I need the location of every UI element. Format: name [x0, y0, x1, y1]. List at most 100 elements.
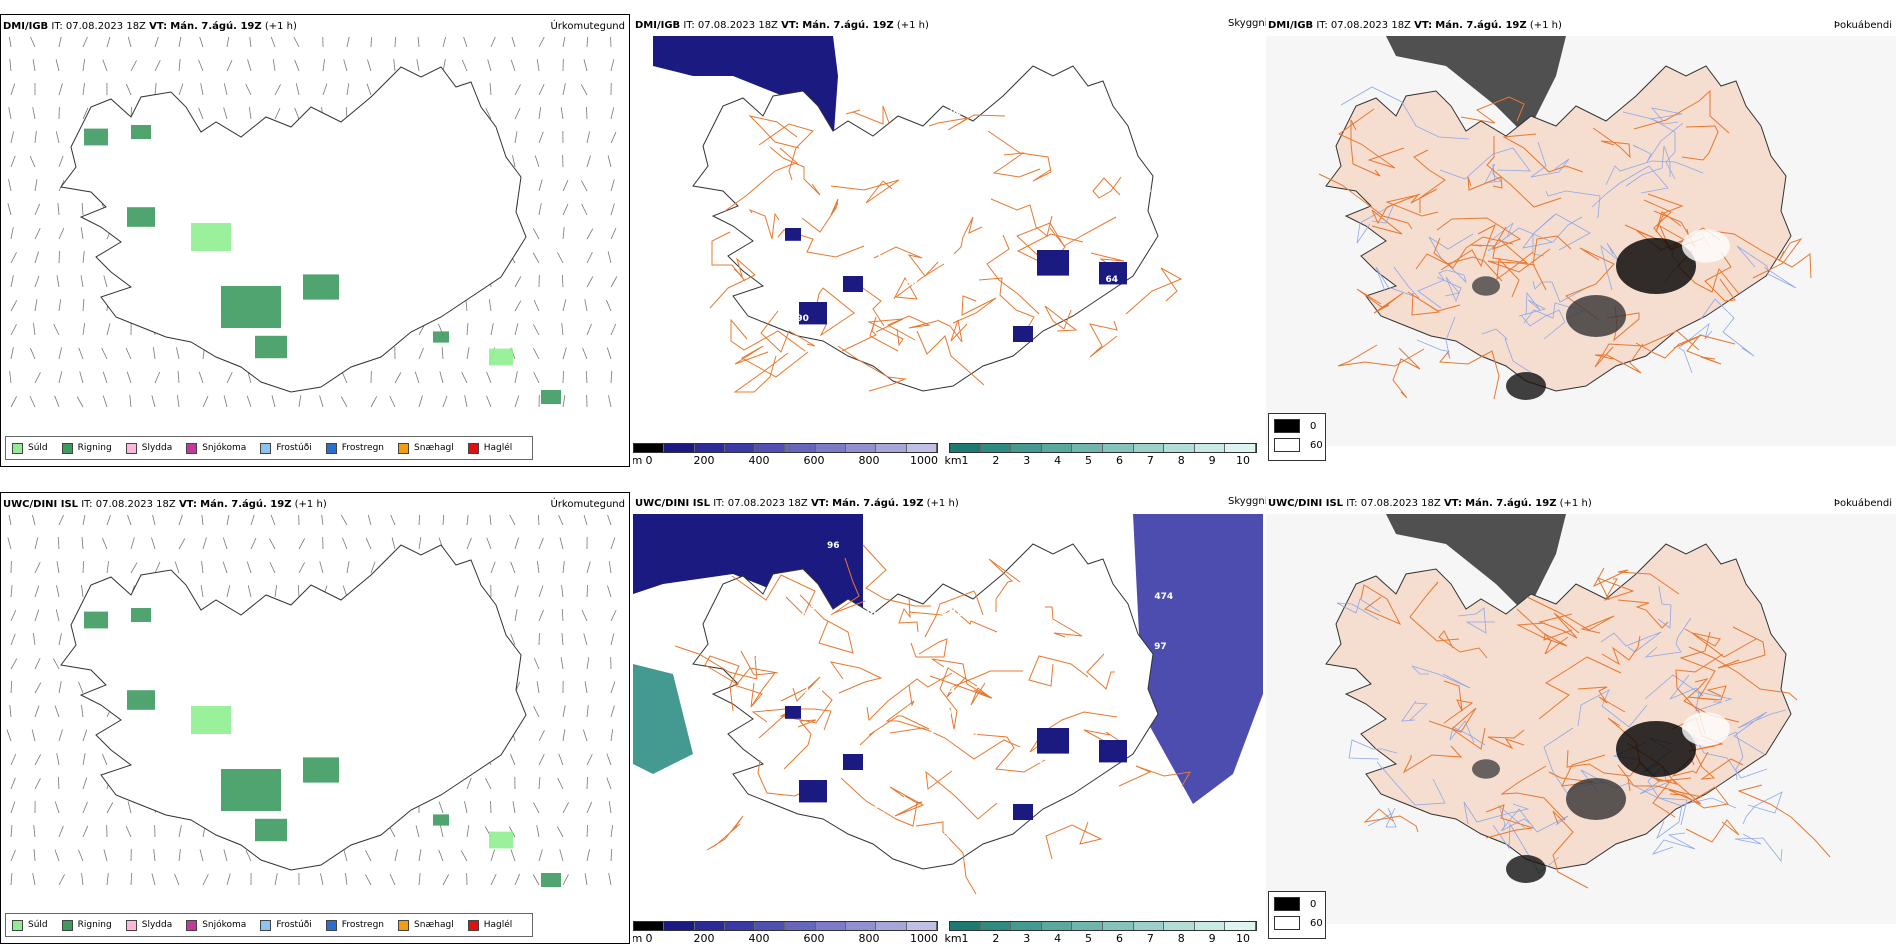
line-feature: [1566, 749, 1642, 777]
wind-barb: [538, 849, 543, 862]
line-feature: [924, 590, 984, 638]
line-feature: [1486, 136, 1562, 208]
colorbar-tick-label: 8: [1177, 932, 1185, 945]
wind-barb: [442, 59, 446, 72]
line-feature: [1657, 585, 1672, 629]
wind-barb: [54, 705, 60, 718]
wind-barb: [34, 203, 41, 216]
wind-barb: [319, 561, 324, 574]
wind-barb: [78, 681, 84, 694]
line-feature: [1577, 689, 1648, 728]
wind-barb: [6, 729, 12, 742]
visibility-value-label: 64: [1152, 310, 1165, 321]
wind-barb: [466, 323, 469, 336]
legend-item: Rigning: [61, 442, 112, 454]
colorbar-bin: [785, 922, 816, 930]
fog-map-bottom: [1266, 514, 1896, 924]
line-feature: [1686, 334, 1736, 365]
colorbar-bin: [1225, 444, 1256, 452]
wind-barb: [34, 657, 41, 670]
line-feature: [1592, 127, 1631, 159]
wind-barb: [461, 372, 468, 384]
wind-barb: [607, 585, 612, 598]
wind-barb: [370, 37, 372, 48]
line-feature: [986, 234, 1040, 315]
visibility-value-label: 383: [824, 886, 844, 897]
wind-barb: [10, 155, 16, 168]
visibility-value-label: 100: [943, 107, 963, 118]
wind-barb: [102, 753, 108, 766]
wind-barb: [82, 299, 85, 312]
colorbar-tick-label: 0: [645, 932, 653, 945]
wind-barb: [201, 515, 204, 526]
wind-barb: [490, 849, 496, 862]
wind-barb: [200, 585, 204, 598]
wind-barb: [340, 396, 348, 408]
wind-barb: [80, 275, 84, 288]
wind-barb: [393, 59, 396, 72]
low-visibility-cell: [785, 706, 801, 719]
line-feature: [889, 786, 925, 817]
wind-barb: [319, 395, 324, 408]
line-feature: [748, 208, 780, 240]
panel-header: DMI/IGB IT: 07.08.2023 18Z VT: Mán. 7.ág…: [1268, 20, 1562, 31]
precip-panel-bottom: UWC/DINI ISL IT: 07.08.2023 18Z VT: Mán.…: [0, 492, 630, 944]
line-feature: [1438, 630, 1488, 659]
wind-barb: [130, 872, 133, 886]
wind-barb: [174, 561, 180, 574]
line-feature: [1649, 107, 1683, 125]
wind-barb: [367, 515, 372, 526]
wind-barb: [606, 347, 612, 360]
wind-barb: [58, 681, 62, 694]
wind-barb: [34, 372, 41, 384]
wind-barb: [34, 682, 42, 694]
line-feature: [1487, 729, 1525, 750]
line-feature: [988, 558, 1021, 612]
wind-barb: [370, 396, 378, 408]
fog-cell: [1506, 855, 1546, 883]
wind-barb: [10, 347, 14, 360]
line-feature: [769, 146, 821, 196]
line-feature: [1016, 216, 1117, 262]
wind-barb: [487, 59, 492, 72]
visibility-value-label: 87: [942, 555, 955, 566]
wind-barb: [10, 849, 16, 862]
colorbar-bin: [755, 444, 786, 452]
colorbar-bin: [634, 444, 665, 452]
rain-cell: [131, 608, 151, 622]
wind-barb: [581, 204, 588, 216]
legend-item: Frostregn: [325, 919, 384, 931]
wind-barb: [488, 299, 492, 312]
legend-label: Súld: [28, 920, 48, 930]
wind-barb: [32, 59, 36, 72]
wind-barb: [558, 515, 564, 526]
wind-barb: [586, 131, 591, 144]
wind-barb: [414, 371, 420, 384]
panel-title: Þokuábendi: [1833, 20, 1892, 31]
fog-cell: [1472, 759, 1500, 779]
wind-barb: [82, 515, 86, 526]
cbar-km: km 1 2 3 4 5 6 7 8 9 10: [944, 921, 1257, 945]
colorbar-bin: [1133, 444, 1165, 452]
visibility-value-label: 86: [872, 811, 885, 822]
wind-barb: [586, 754, 593, 766]
line-feature: [799, 594, 854, 654]
wind-barb: [81, 873, 84, 886]
wind-barb: [10, 252, 17, 264]
line-feature: [971, 733, 1046, 773]
wind-barb: [367, 59, 372, 72]
line-feature: [732, 667, 779, 707]
wind-barb: [586, 849, 590, 862]
colorbar-bin: [1194, 922, 1226, 930]
line-feature: [936, 319, 968, 343]
line-feature: [1678, 322, 1713, 374]
sea-fog-band: [1133, 514, 1263, 804]
line-feature: [1656, 797, 1737, 840]
wind-barb: [127, 515, 132, 526]
wind-barb: [511, 37, 516, 48]
low-visibility-areas: [785, 706, 1127, 820]
line-feature: [1125, 267, 1183, 315]
visibility-value-label: 45: [942, 684, 955, 695]
wind-barb: [489, 515, 492, 526]
line-feature: [1428, 707, 1486, 750]
